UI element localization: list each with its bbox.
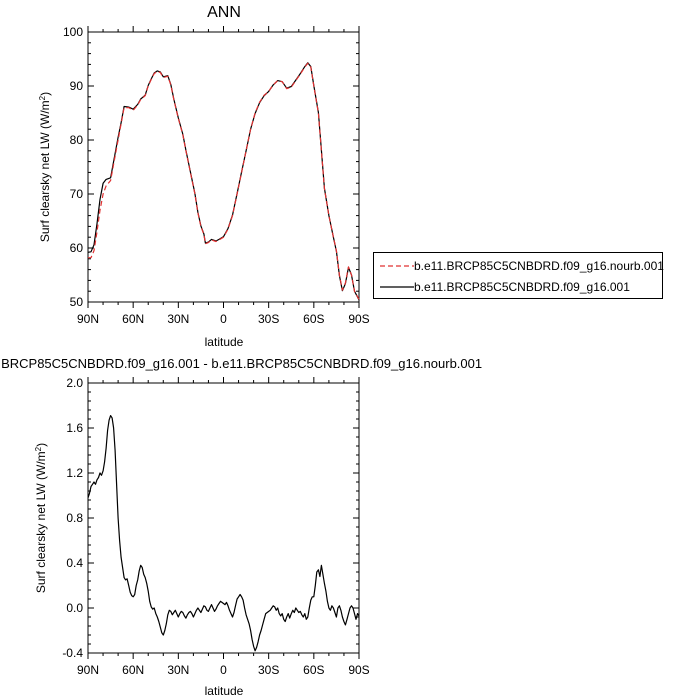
bottom-x-axis-label: latitude [205, 684, 244, 698]
top-panel: ANN 50 60 70 80 90 100 90N 60N 30N 0 30S 60S 90S lat… [38, 4, 370, 349]
legend-swatch-solid-black [380, 286, 414, 288]
x-tick-label-0: 60N [122, 312, 144, 326]
x-tick-label-0: 0 [220, 312, 227, 326]
bottom-plot-area: -0.4 0.0 0.4 0.8 1.2 1.6 2.0 90N 60N 30N 0 30S 60S 90… [62, 376, 369, 677]
legend-swatch-dashed-red [380, 265, 414, 267]
y-tick-label-0: 90 [70, 79, 84, 93]
legend-item-control: b.e11.BRCP85C5CNBDRD.f09_g16.001 [380, 277, 630, 297]
bottom-y-axis-label: Surf clearsky net LW (W/m2) [34, 443, 49, 593]
y-tick-label-0: 70 [70, 187, 84, 201]
x-tick-label-0: 90N [77, 312, 99, 326]
plot-frame-1 [87, 382, 360, 654]
y-tick-label-0: 80 [70, 133, 84, 147]
y-tick-label-1: -0.4 [62, 646, 83, 660]
bottom-chart-title: b.e11.BRCP85C5CNBDRD.f09_g16.001 - b.e11… [0, 356, 482, 371]
series-line-0-1 [87, 62, 360, 301]
x-tick-label-0: 30N [167, 312, 189, 326]
series-line-1-0 [87, 415, 360, 652]
top-x-axis-label: latitude [205, 335, 244, 349]
x-tick-label-0: 90S [348, 312, 369, 326]
top-y-axis-label: Surf clearsky net LW (W/m2) [38, 92, 53, 242]
x-tick-label-0: 60S [303, 312, 324, 326]
x-tick-label-1: 60N [122, 663, 144, 677]
legend: b.e11.BRCP85C5CNBDRD.f09_g16.nourb.001 b… [373, 252, 664, 299]
y-tick-label-1: 1.2 [66, 466, 83, 480]
y-tick-label-1: 1.6 [66, 421, 83, 435]
y-tick-label-0: 60 [70, 241, 84, 255]
plot-frame-0 [87, 31, 360, 303]
y-tick-label-1: 2.0 [66, 376, 83, 390]
y-tick-label-1: 0.0 [66, 601, 83, 615]
y-tick-label-0: 100 [63, 25, 83, 39]
x-tick-label-1: 0 [220, 663, 227, 677]
x-tick-label-1: 90S [348, 663, 369, 677]
legend-item-nourb: b.e11.BRCP85C5CNBDRD.f09_g16.nourb.001 [380, 256, 664, 276]
y-tick-label-0: 50 [70, 295, 84, 309]
x-tick-label-1: 30S [258, 663, 279, 677]
legend-label-nourb: b.e11.BRCP85C5CNBDRD.f09_g16.nourb.001 [414, 259, 664, 273]
top-plot-area: 50 60 70 80 90 100 90N 60N 30N 0 30S 60S 90S [63, 25, 370, 326]
x-tick-label-1: 90N [77, 663, 99, 677]
y-tick-label-1: 0.8 [66, 511, 83, 525]
y-tick-label-1: 0.4 [66, 556, 83, 570]
x-tick-label-1: 30N [167, 663, 189, 677]
bottom-panel: b.e11.BRCP85C5CNBDRD.f09_g16.001 - b.e11… [0, 356, 482, 698]
x-tick-label-1: 60S [303, 663, 324, 677]
top-chart-title: ANN [207, 4, 241, 21]
series-line-0-0 [88, 62, 360, 300]
legend-label-control: b.e11.BRCP85C5CNBDRD.f09_g16.001 [414, 280, 630, 294]
x-tick-label-0: 30S [258, 312, 279, 326]
